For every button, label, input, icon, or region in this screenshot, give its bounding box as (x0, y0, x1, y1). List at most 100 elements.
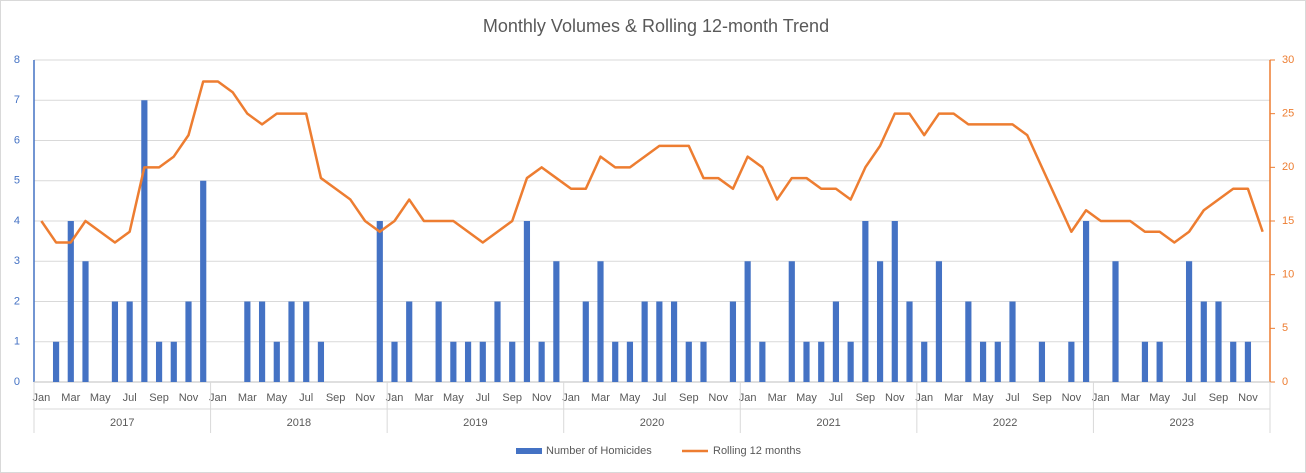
y-tick-label: 8 (14, 54, 20, 66)
y-tick-label: 1 (14, 336, 20, 348)
bar (1112, 261, 1119, 382)
year-label: 2017 (110, 417, 134, 429)
year-label: 2018 (287, 417, 311, 429)
x-tick-label: May (1149, 392, 1170, 404)
bar (935, 261, 943, 382)
y-tick-label: 7 (14, 94, 20, 106)
x-tick-label: Jul (1182, 392, 1196, 404)
bar (185, 301, 192, 382)
year-label: 2022 (993, 417, 1017, 429)
bar (82, 261, 89, 382)
bar (317, 341, 325, 382)
y-tick-label: 5 (14, 175, 20, 187)
x-tick-label: Jul (829, 392, 843, 404)
bar (494, 301, 501, 382)
bar (273, 341, 280, 382)
bar (818, 341, 825, 382)
x-tick-label: Sep (679, 392, 699, 404)
bar (200, 180, 207, 382)
x-tick-label: Jul (476, 392, 490, 404)
bar (803, 341, 810, 382)
x-tick-label: Mar (414, 392, 433, 404)
bar (258, 301, 266, 382)
bar (612, 341, 619, 382)
x-tick-label: Jul (299, 392, 313, 404)
x-tick-label: Jul (652, 392, 666, 404)
x-tick-label: Nov (179, 392, 199, 404)
bar (52, 341, 60, 382)
bar (1009, 301, 1016, 382)
y2-tick-label: 10 (1282, 269, 1294, 281)
bar (1244, 341, 1252, 382)
x-tick-label: Mar (1121, 392, 1140, 404)
year-label: 2020 (640, 417, 664, 429)
bar (141, 100, 148, 382)
bar (670, 301, 678, 382)
x-tick-label: Mar (591, 392, 610, 404)
bar (1215, 301, 1222, 382)
x-tick-label: Mar (768, 392, 787, 404)
bar (597, 261, 604, 382)
y-tick-label: 6 (14, 134, 20, 146)
bar (464, 341, 472, 382)
x-tick-label: Sep (1209, 392, 1229, 404)
bar (111, 301, 119, 382)
x-tick-label: May (796, 392, 817, 404)
bar (553, 261, 560, 382)
bar (479, 341, 486, 382)
bar (729, 301, 737, 382)
x-tick-label: Jan (915, 392, 933, 404)
bar (921, 341, 928, 382)
legend-label: Rolling 12 months (713, 445, 802, 457)
x-tick-label: Jul (123, 392, 137, 404)
x-tick-label: Jul (1005, 392, 1019, 404)
y-tick-label: 3 (14, 255, 20, 267)
x-tick-label: Nov (532, 392, 552, 404)
x-tick-label: Nov (1238, 392, 1258, 404)
y-tick-label: 0 (14, 376, 20, 388)
x-tick-label: Jan (1092, 392, 1110, 404)
bar (67, 221, 74, 382)
bar (979, 341, 987, 382)
x-tick-label: Jan (739, 392, 757, 404)
x-tick-label: Nov (355, 392, 375, 404)
chart-title: Monthly Volumes & Rolling 12-month Trend (483, 16, 829, 36)
bar (126, 301, 133, 382)
bar (788, 261, 795, 382)
bar (1141, 341, 1149, 382)
bar (1200, 301, 1207, 382)
x-tick-label: Nov (1062, 392, 1082, 404)
bar (700, 341, 707, 382)
x-tick-label: Mar (238, 392, 257, 404)
year-label: 2019 (463, 417, 487, 429)
bar (641, 301, 648, 382)
bar (509, 341, 516, 382)
trend-line (40, 80, 1264, 244)
x-tick-label: Sep (856, 392, 876, 404)
y2-tick-label: 0 (1282, 376, 1288, 388)
bar (626, 341, 634, 382)
bar (876, 261, 884, 382)
bar (906, 301, 913, 382)
bar (288, 301, 295, 382)
year-label: 2023 (1169, 417, 1193, 429)
x-tick-label: Jan (32, 392, 50, 404)
bar (582, 301, 589, 382)
bar (244, 301, 251, 382)
x-tick-label: Mar (944, 392, 963, 404)
x-tick-label: Nov (885, 392, 905, 404)
bar (435, 301, 442, 382)
bar (685, 341, 692, 382)
bar (1038, 341, 1046, 382)
bar (303, 301, 310, 382)
bar (391, 341, 398, 382)
x-tick-label: May (973, 392, 994, 404)
bar (1082, 221, 1090, 382)
bar (1230, 341, 1237, 382)
legend-swatch (516, 448, 542, 454)
x-tick-label: May (443, 392, 464, 404)
year-label: 2021 (816, 417, 840, 429)
bar (155, 341, 163, 382)
y2-tick-label: 20 (1282, 161, 1294, 173)
